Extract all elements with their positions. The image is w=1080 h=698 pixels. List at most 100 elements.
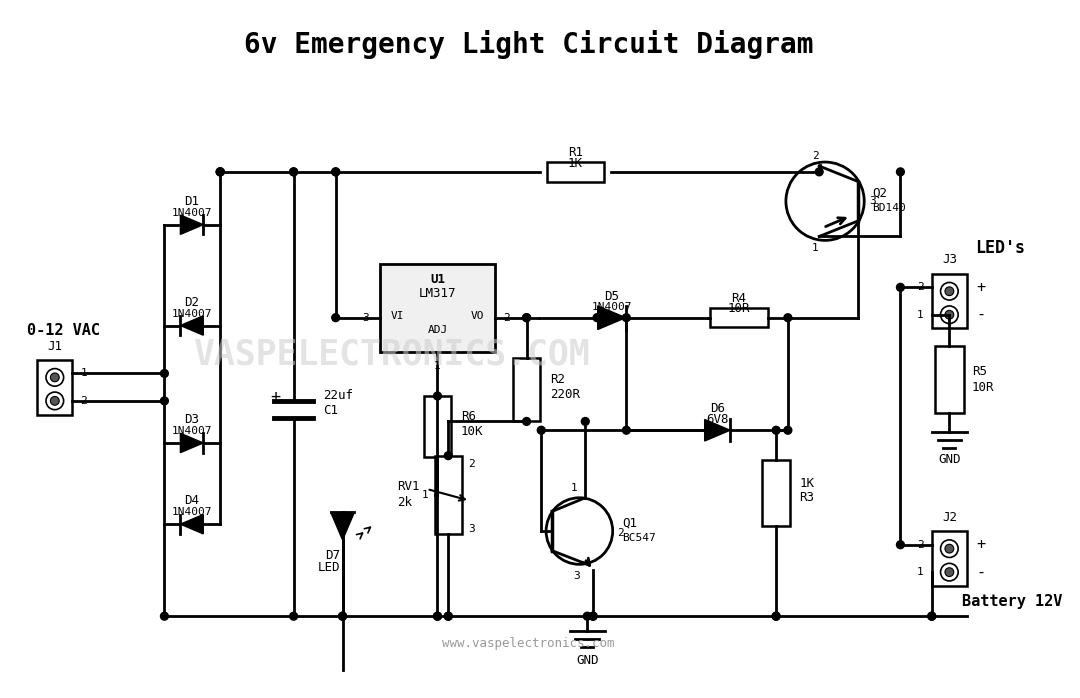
Circle shape <box>339 612 347 620</box>
Polygon shape <box>180 315 203 335</box>
Text: 1K: 1K <box>799 477 814 489</box>
Text: Q2: Q2 <box>872 187 887 200</box>
Text: C1: C1 <box>323 404 338 417</box>
Circle shape <box>161 397 168 405</box>
Text: J2: J2 <box>942 511 957 524</box>
Bar <box>513 358 540 422</box>
Text: www.vaspelectronics.com: www.vaspelectronics.com <box>442 637 615 650</box>
Circle shape <box>46 369 64 386</box>
Polygon shape <box>180 215 203 235</box>
Circle shape <box>590 612 597 620</box>
Circle shape <box>772 612 780 620</box>
Text: 1: 1 <box>422 490 429 500</box>
Bar <box>932 531 967 586</box>
Circle shape <box>332 168 339 176</box>
Circle shape <box>216 168 225 176</box>
Text: 3: 3 <box>573 571 580 581</box>
Text: LED: LED <box>319 560 340 574</box>
Circle shape <box>433 612 442 620</box>
Circle shape <box>941 540 958 558</box>
Circle shape <box>216 168 225 176</box>
Circle shape <box>444 612 453 620</box>
Text: Battery 12V: Battery 12V <box>962 594 1063 609</box>
Bar <box>710 308 768 327</box>
Text: RV1: RV1 <box>397 480 420 493</box>
Text: D4: D4 <box>185 494 200 507</box>
Circle shape <box>289 168 297 176</box>
Text: 1: 1 <box>812 243 819 253</box>
Circle shape <box>941 283 958 300</box>
Circle shape <box>945 567 954 577</box>
Polygon shape <box>597 306 625 329</box>
Circle shape <box>161 612 168 620</box>
Text: Q1: Q1 <box>622 517 637 530</box>
Text: LM317: LM317 <box>419 287 456 299</box>
Text: 1N4007: 1N4007 <box>172 309 212 319</box>
Text: 1: 1 <box>80 369 87 378</box>
Text: 10R: 10R <box>972 380 995 394</box>
Text: 220R: 220R <box>550 387 580 401</box>
Circle shape <box>896 283 904 291</box>
Circle shape <box>622 314 631 322</box>
Text: J1: J1 <box>48 339 63 352</box>
Text: 1: 1 <box>917 567 923 577</box>
Bar <box>380 264 496 352</box>
Circle shape <box>928 612 935 620</box>
Text: R3: R3 <box>799 491 814 504</box>
Circle shape <box>928 612 935 620</box>
Bar <box>423 396 451 456</box>
Circle shape <box>523 314 530 322</box>
Text: 1K: 1K <box>568 156 583 170</box>
Circle shape <box>289 168 297 176</box>
Bar <box>37 359 72 415</box>
Text: 10R: 10R <box>728 302 751 315</box>
Text: BD140: BD140 <box>872 203 906 213</box>
Text: 6v Emergency Light Circuit Diagram: 6v Emergency Light Circuit Diagram <box>244 30 813 59</box>
Circle shape <box>622 426 631 434</box>
Circle shape <box>332 314 339 322</box>
Text: 3: 3 <box>468 524 474 534</box>
Circle shape <box>896 168 904 176</box>
Text: D3: D3 <box>185 413 200 426</box>
Circle shape <box>815 168 823 176</box>
Text: ADJ: ADJ <box>428 325 447 336</box>
Circle shape <box>161 369 168 378</box>
Polygon shape <box>180 433 203 452</box>
Circle shape <box>772 612 780 620</box>
Text: 2: 2 <box>80 396 87 406</box>
Text: VASPELECTRONICS.COM: VASPELECTRONICS.COM <box>193 338 590 372</box>
Circle shape <box>51 396 59 406</box>
Polygon shape <box>330 512 354 540</box>
Circle shape <box>941 306 958 324</box>
Text: 2: 2 <box>917 282 923 292</box>
Bar <box>434 456 462 534</box>
Circle shape <box>772 426 780 434</box>
Text: LED's: LED's <box>975 239 1025 257</box>
Text: +: + <box>976 537 985 552</box>
Circle shape <box>216 168 225 176</box>
Text: VO: VO <box>471 311 484 320</box>
Text: D6: D6 <box>710 402 725 415</box>
Text: R1: R1 <box>568 146 583 158</box>
Text: 0-12 VAC: 0-12 VAC <box>27 323 100 338</box>
Text: D1: D1 <box>185 195 200 208</box>
Text: 1N4007: 1N4007 <box>172 426 212 436</box>
Text: +: + <box>270 388 280 406</box>
Circle shape <box>590 612 597 620</box>
Circle shape <box>433 392 442 400</box>
Text: R5: R5 <box>972 365 987 378</box>
Text: 2: 2 <box>503 313 511 322</box>
Circle shape <box>523 417 530 425</box>
Circle shape <box>538 426 545 434</box>
Circle shape <box>945 311 954 319</box>
Text: D2: D2 <box>185 295 200 309</box>
Text: -: - <box>976 307 985 322</box>
Circle shape <box>945 287 954 296</box>
Text: 2: 2 <box>468 459 474 468</box>
Circle shape <box>941 563 958 581</box>
Circle shape <box>583 612 591 620</box>
Text: 3: 3 <box>363 313 369 322</box>
Text: GND: GND <box>939 453 960 466</box>
Circle shape <box>523 314 530 322</box>
Text: J3: J3 <box>942 253 957 267</box>
